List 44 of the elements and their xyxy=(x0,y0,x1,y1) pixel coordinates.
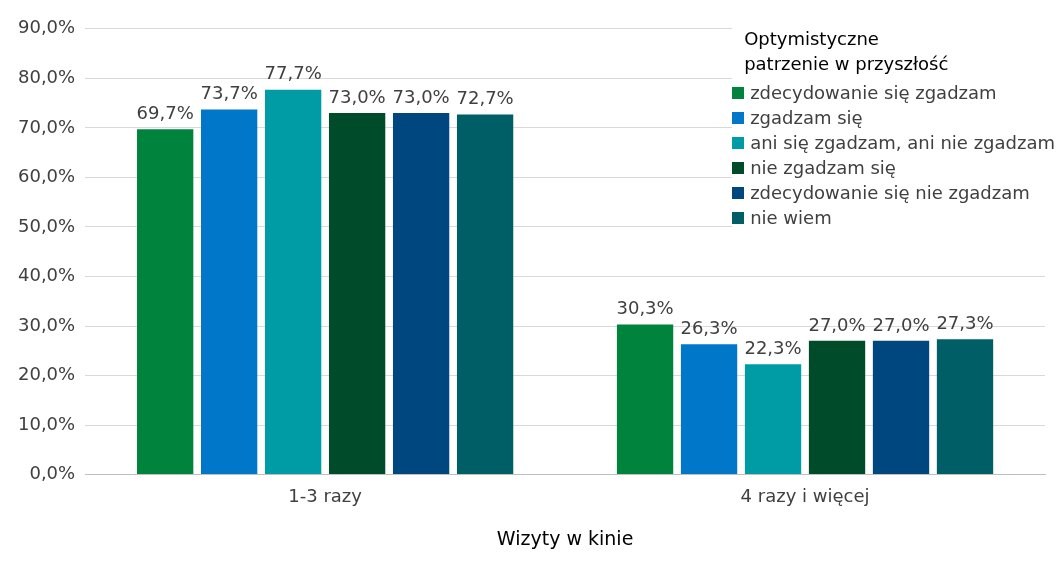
bar xyxy=(872,340,930,475)
y-tick-label: 80,0% xyxy=(17,66,76,88)
legend-label: ani się zgadzam, ani nie zgadzam xyxy=(750,131,1055,155)
legend-label: zdecydowanie się nie zgadzam xyxy=(750,181,1030,205)
x-tick-label: 1-3 razy xyxy=(288,485,363,507)
data-label: 26,3% xyxy=(680,317,738,338)
y-tick-label: 0,0% xyxy=(29,462,76,484)
data-label: 73,0% xyxy=(328,85,386,107)
x-axis-title: Wizyty w kinie xyxy=(496,526,634,549)
data-label: 69,7% xyxy=(136,102,194,124)
bar xyxy=(616,324,674,475)
data-label: 30,3% xyxy=(616,297,674,319)
data-label: 73,7% xyxy=(200,82,258,104)
bar xyxy=(936,339,994,475)
legend-label: zgadzam się xyxy=(750,106,863,130)
legend-label: nie wiem xyxy=(750,206,832,230)
y-tick-label: 30,0% xyxy=(17,313,76,335)
data-label: 27,3% xyxy=(936,312,994,334)
data-label: 72,7% xyxy=(456,87,514,109)
data-label: 27,0% xyxy=(808,313,866,335)
bar xyxy=(744,364,802,475)
y-tick-label: 20,0% xyxy=(17,363,76,385)
bar xyxy=(680,344,738,475)
bar xyxy=(328,113,386,475)
bar xyxy=(808,340,866,475)
data-label: 73,0% xyxy=(392,85,450,107)
legend-title: Optymistyczne patrzenie w przyszłość xyxy=(744,27,950,76)
data-label: 22,3% xyxy=(744,336,802,358)
y-tick-label: 40,0% xyxy=(17,264,76,286)
data-label: 27,0% xyxy=(872,313,930,335)
legend-label: nie zgadzam się xyxy=(750,156,896,180)
y-tick-label: 90,0% xyxy=(17,16,76,38)
legend-label: zdecydowanie się zgadzam xyxy=(750,81,997,105)
bar xyxy=(201,109,258,475)
x-tick-label: 4 razy i więcej xyxy=(740,485,870,507)
y-tick-label: 70,0% xyxy=(17,115,76,137)
bar xyxy=(392,113,450,475)
bar xyxy=(456,114,514,475)
data-label: 77,7% xyxy=(264,62,322,84)
y-tick-label: 60,0% xyxy=(17,165,76,187)
bar xyxy=(264,89,322,475)
y-tick-label: 50,0% xyxy=(17,214,76,236)
y-tick-label: 10,0% xyxy=(17,412,76,434)
bar xyxy=(137,129,194,475)
